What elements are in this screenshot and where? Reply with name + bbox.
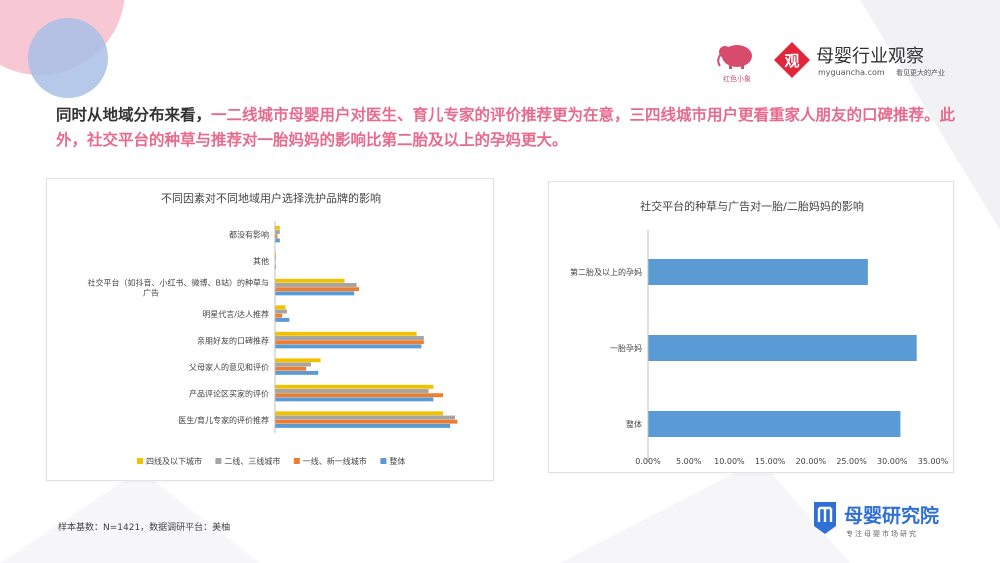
chart2-tick-label: 25.00% [836, 457, 867, 466]
chart1-category-label: 都没有影响 [229, 229, 269, 239]
research-institute-logo: 母婴研究院 专注母婴市场研究 [814, 502, 939, 538]
chart2-tick-label: 15.00% [755, 457, 786, 466]
chart1-bar [275, 238, 280, 243]
elephant-logo: 红色小象 [717, 45, 752, 83]
chart1-bar [275, 370, 319, 375]
chart1-bar [275, 366, 307, 371]
chart1-legend-label: 二线、三线城市 [224, 456, 280, 466]
chart1-legend-label: 四线及以下城市 [146, 456, 202, 466]
chart1-bar [275, 389, 429, 393]
elephant-logo-text: 红色小象 [723, 74, 751, 83]
chart1-bar [275, 344, 422, 349]
chart1-bar [275, 397, 434, 402]
guancha-badge-icon: 观 [774, 42, 810, 78]
guancha-name: 母婴行业观察 [816, 46, 924, 67]
chart2-title: 社交平台的种草与广告对一胎/二胎妈妈的影响 [640, 199, 864, 213]
chart1-bar [275, 225, 280, 230]
chart1-category-label: 亲朋好友的口碑推荐 [197, 335, 269, 345]
chart2-tick-label: 0.00% [635, 457, 661, 466]
chart1-bar [275, 336, 424, 340]
chart2-tick-label: 30.00% [877, 457, 908, 466]
guancha-slogan: 看见更大的产业 [896, 68, 945, 77]
sample-footnote: 样本基数：N=1421，数据调研平台：美柚 [58, 523, 231, 533]
chart-panel-right: 社交平台的种草与广告对一胎/二胎妈妈的影响第二胎及以上的孕妈一胎孕妈整体 0.00… [548, 181, 954, 473]
research-institute-slogan: 专注母婴市场研究 [846, 529, 918, 538]
chart1-bar [275, 230, 280, 234]
chart1-category-label: 明星代言/达人推荐 [202, 309, 269, 319]
chart1-bar [275, 419, 458, 424]
chart1-category-label: 产品评论区买家的评价 [189, 388, 269, 398]
chart1-bar [275, 411, 443, 416]
chart1-bar [275, 313, 283, 318]
headline: 同时从地域分布来看，一二线城市母婴用户对医生、育儿专家的评价推荐更为在意，三四线… [56, 103, 956, 153]
guancha-url: myguancha.com [818, 68, 885, 77]
chart1-category-label: 父母家人的意见和评价 [189, 362, 269, 372]
chart1-bar [275, 393, 443, 398]
chart1-title: 不同因素对不同地域用户选择洗护品牌的影响 [161, 191, 381, 205]
chart2-bar [648, 411, 901, 437]
chart-panel-left: 不同因素对不同地域用户选择洗护品牌的影响都没有影响其他社交平台（如抖音、小红书、… [46, 178, 494, 481]
chart1-legend-label: 整体 [389, 456, 405, 466]
chart1-bar [275, 278, 345, 283]
chart2-category-label: 整体 [626, 419, 642, 429]
chart1-legend-swatch [380, 458, 387, 464]
chart2-category-label: 第二胎及以上的孕妈 [570, 267, 642, 277]
chart1-bar [275, 331, 417, 336]
chart1-bar [275, 283, 357, 287]
chart1-category-label: 其他 [253, 256, 269, 266]
guancha-logo: 观 母婴行业观察 myguancha.com 看见更大的产业 [774, 42, 945, 78]
headline-highlight: 一二线城市母婴用户对医生、育儿专家的评价推荐更为在意，三四线城市用户更看重家人朋… [56, 106, 956, 149]
chart1-bar [275, 309, 287, 314]
chart1-bar [275, 384, 434, 389]
chart2-tick-label: 5.00% [676, 457, 702, 466]
elephant-icon [717, 45, 752, 69]
research-institute-name: 母婴研究院 [844, 504, 939, 527]
chart2-bar [648, 335, 917, 361]
chart1-bar [275, 305, 286, 310]
chart1-category-label: 社交平台（如抖音、小红书、微博、B站）的种草与广告 [88, 277, 270, 297]
chart1-bar [275, 287, 359, 292]
chart2-tick-label: 10.00% [714, 457, 745, 466]
chart1-legend-swatch [215, 458, 222, 464]
chart1-legend-label: 一线、新一线城市 [303, 456, 367, 466]
chart2-tick-label: 20.00% [796, 457, 827, 466]
chart1-legend-swatch [293, 458, 300, 464]
chart1-bar [275, 340, 424, 345]
chart2-bar [648, 259, 868, 285]
research-institute-icon [814, 502, 836, 534]
chart1-bar [275, 234, 278, 239]
chart1-bar [275, 291, 355, 296]
headline-intro: 同时从地域分布来看， [56, 106, 212, 124]
chart2-tick-label: 35.00% [918, 457, 949, 466]
chart1-category-label: 医生/育儿专家的评价推荐 [178, 415, 269, 425]
chart1-bar [275, 358, 321, 363]
chart1-legend-swatch [137, 458, 143, 464]
chart2-category-label: 一胎孕妈 [610, 343, 642, 353]
chart1-bar [275, 423, 451, 428]
svg-text:观: 观 [784, 52, 799, 70]
regional-factors-chart: 不同因素对不同地域用户选择洗护品牌的影响都没有影响其他社交平台（如抖音、小红书、… [88, 191, 458, 466]
chart1-bar [275, 415, 455, 420]
chart1-bar [275, 362, 311, 367]
chart1-bar [275, 317, 290, 322]
